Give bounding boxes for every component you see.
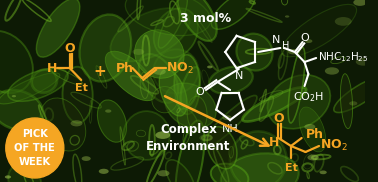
Ellipse shape [165,83,216,128]
Circle shape [6,118,64,178]
Text: +: + [93,64,106,80]
Ellipse shape [199,134,213,141]
Text: 3 mol%: 3 mol% [180,11,231,25]
Ellipse shape [304,124,315,130]
Text: Ph: Ph [116,62,134,74]
Ellipse shape [71,120,82,126]
Ellipse shape [174,55,200,114]
Ellipse shape [139,54,178,103]
Ellipse shape [307,155,319,160]
Ellipse shape [211,164,248,182]
Ellipse shape [282,4,356,57]
Ellipse shape [207,66,212,68]
Ellipse shape [133,49,144,55]
Ellipse shape [0,31,33,93]
Ellipse shape [334,77,378,112]
Text: NH: NH [222,124,239,134]
Ellipse shape [325,67,339,75]
Ellipse shape [178,0,217,41]
Text: Et: Et [285,163,297,173]
Ellipse shape [32,70,57,93]
Ellipse shape [5,175,11,179]
Ellipse shape [158,170,169,176]
Ellipse shape [211,0,255,29]
Ellipse shape [105,109,112,113]
Text: NO$_2$: NO$_2$ [320,137,348,153]
Text: O: O [64,43,75,56]
Ellipse shape [123,111,170,160]
Ellipse shape [341,74,353,129]
Ellipse shape [125,0,211,36]
Ellipse shape [268,75,330,129]
Ellipse shape [288,49,299,54]
Ellipse shape [135,30,184,78]
Ellipse shape [153,8,198,58]
Ellipse shape [0,73,60,104]
Ellipse shape [98,100,127,142]
Text: NHC$_{12}$H$_{25}$: NHC$_{12}$H$_{25}$ [318,50,369,64]
Ellipse shape [34,144,39,146]
Text: O: O [273,112,284,126]
Ellipse shape [242,87,306,122]
Ellipse shape [335,17,352,26]
Text: N: N [235,71,243,81]
Ellipse shape [152,87,178,113]
Text: H: H [268,136,279,149]
Text: H: H [282,41,290,51]
Ellipse shape [82,156,91,161]
Text: Complex
Environment: Complex Environment [146,123,231,153]
Ellipse shape [105,51,156,101]
Ellipse shape [230,131,287,182]
Text: NO$_2$: NO$_2$ [166,60,194,76]
Ellipse shape [209,66,253,94]
Ellipse shape [8,164,41,182]
Ellipse shape [110,8,190,62]
Text: CO$_2$H: CO$_2$H [293,90,324,104]
Text: PICK
OF THE
WEEK: PICK OF THE WEEK [14,129,55,167]
Ellipse shape [158,0,187,48]
Text: H: H [47,62,57,74]
Ellipse shape [222,115,232,120]
Ellipse shape [166,160,195,182]
Ellipse shape [207,127,237,169]
Text: Et: Et [75,83,88,93]
Text: O: O [196,87,204,97]
Ellipse shape [36,0,80,57]
Ellipse shape [349,101,357,106]
Ellipse shape [181,67,200,107]
Text: O: O [300,33,309,43]
Ellipse shape [8,68,68,101]
Ellipse shape [155,131,170,139]
Ellipse shape [200,95,257,150]
Ellipse shape [356,58,371,66]
Ellipse shape [99,169,109,174]
Ellipse shape [285,15,289,18]
Ellipse shape [79,14,131,82]
Ellipse shape [159,69,187,116]
Ellipse shape [319,171,327,174]
Text: Ph: Ph [305,128,324,141]
Ellipse shape [299,107,326,152]
Ellipse shape [177,109,198,134]
Ellipse shape [12,95,16,97]
Ellipse shape [0,90,43,130]
Ellipse shape [62,67,93,123]
Ellipse shape [221,153,299,182]
Ellipse shape [40,98,86,151]
Text: N: N [272,35,281,45]
Ellipse shape [236,34,273,71]
Ellipse shape [187,96,207,132]
Ellipse shape [353,0,367,6]
Ellipse shape [176,120,204,182]
Ellipse shape [305,39,312,43]
Ellipse shape [153,68,166,75]
Ellipse shape [153,49,198,93]
Ellipse shape [288,47,305,123]
